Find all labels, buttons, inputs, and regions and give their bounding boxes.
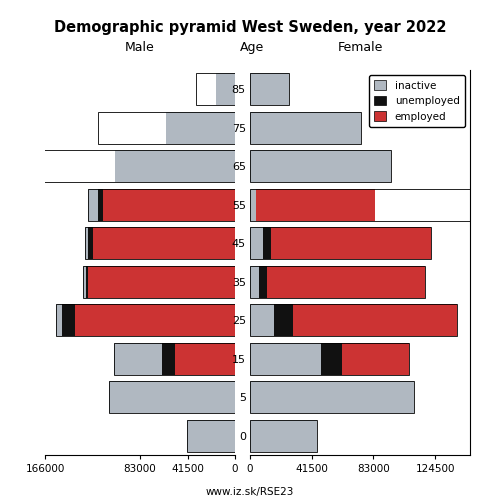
Bar xyxy=(93,228,235,259)
Bar xyxy=(196,74,216,105)
Bar xyxy=(264,228,271,259)
Bar xyxy=(114,343,235,374)
Bar xyxy=(162,343,175,374)
Legend: inactive, unemployed, employed: inactive, unemployed, employed xyxy=(368,75,465,126)
Bar xyxy=(375,189,500,220)
Bar xyxy=(322,343,342,374)
Bar xyxy=(250,189,500,220)
Bar xyxy=(84,266,235,298)
Bar xyxy=(62,304,75,336)
Bar xyxy=(250,228,432,259)
Bar xyxy=(166,112,235,144)
Bar xyxy=(250,266,424,298)
Bar xyxy=(250,382,414,413)
Bar xyxy=(187,420,235,452)
Text: Demographic pyramid West Sweden, year 2022: Demographic pyramid West Sweden, year 20… xyxy=(54,20,446,35)
Bar xyxy=(250,420,317,452)
Bar xyxy=(256,189,375,220)
Bar xyxy=(86,266,88,298)
Bar xyxy=(85,228,235,259)
Bar xyxy=(0,150,235,182)
Bar xyxy=(271,228,432,259)
Bar xyxy=(114,343,162,374)
Bar xyxy=(98,189,103,220)
Bar xyxy=(250,420,317,452)
Bar xyxy=(88,189,98,220)
Bar xyxy=(250,266,259,298)
Bar xyxy=(56,304,62,336)
Bar xyxy=(342,343,409,374)
Bar xyxy=(115,150,235,182)
Bar xyxy=(274,304,293,336)
Bar xyxy=(250,74,288,105)
Bar xyxy=(293,304,456,336)
Bar xyxy=(88,189,235,220)
Bar xyxy=(98,112,235,144)
Bar xyxy=(85,228,88,259)
Bar xyxy=(250,74,288,105)
Bar xyxy=(250,304,456,336)
Bar xyxy=(88,266,235,298)
Bar xyxy=(75,304,235,336)
Bar xyxy=(176,343,235,374)
Bar xyxy=(250,304,274,336)
Bar xyxy=(109,382,235,413)
Bar xyxy=(109,382,235,413)
Bar xyxy=(88,228,93,259)
Bar xyxy=(250,112,362,144)
Bar xyxy=(56,304,235,336)
Text: Age: Age xyxy=(240,41,264,54)
Bar xyxy=(104,189,235,220)
Bar xyxy=(98,112,166,144)
Bar xyxy=(216,74,235,105)
Bar xyxy=(250,343,409,374)
Bar xyxy=(250,228,264,259)
Bar xyxy=(0,150,115,182)
Bar xyxy=(250,382,414,413)
Bar xyxy=(84,266,86,298)
Bar xyxy=(250,343,322,374)
Text: Male: Male xyxy=(125,41,155,54)
Bar xyxy=(196,74,235,105)
Bar xyxy=(259,266,267,298)
Bar xyxy=(250,150,391,182)
Bar xyxy=(250,150,391,182)
Bar xyxy=(267,266,424,298)
Bar xyxy=(250,112,362,144)
Text: www.iz.sk/RSE23: www.iz.sk/RSE23 xyxy=(206,488,294,498)
Text: Female: Female xyxy=(338,41,382,54)
Bar xyxy=(187,420,235,452)
Bar xyxy=(250,189,256,220)
